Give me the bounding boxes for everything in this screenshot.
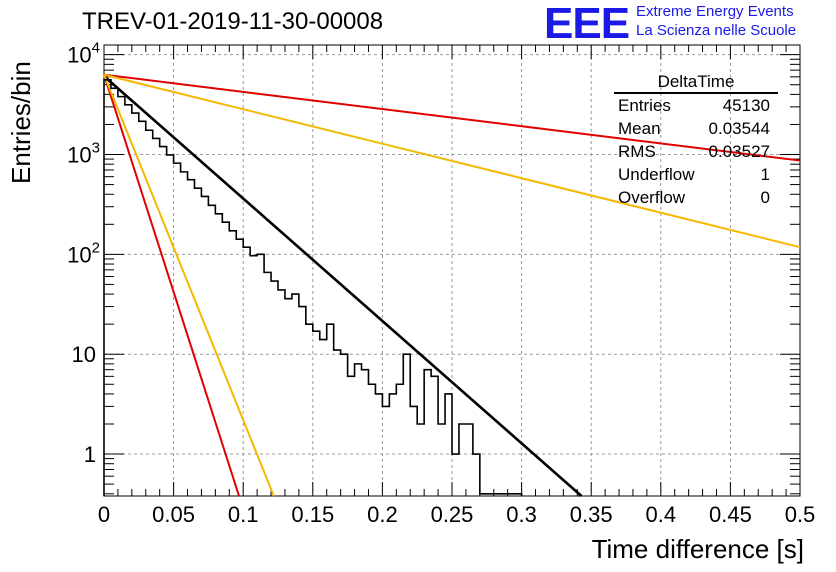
stats-title: DeltaTime bbox=[614, 72, 778, 94]
y-tick-label: 102 bbox=[67, 239, 100, 267]
axis-ticks bbox=[103, 45, 801, 496]
stats-row-mean: Mean 0.03544 bbox=[612, 117, 778, 140]
y-axis-label: Entries/bin bbox=[6, 61, 36, 184]
fit-line bbox=[103, 75, 583, 497]
stats-row-entries: Entries 45130 bbox=[612, 94, 778, 117]
histogram-outline bbox=[103, 79, 523, 496]
fit-curves bbox=[103, 73, 801, 497]
x-tick-label: 0.35 bbox=[570, 502, 613, 527]
y-tick-label: 10 bbox=[72, 342, 96, 367]
x-tick-label: 0.4 bbox=[646, 502, 677, 527]
x-tick-label: 0.5 bbox=[785, 502, 816, 527]
x-tick-label: 0 bbox=[98, 502, 110, 527]
y-tick-label: 1 bbox=[84, 442, 96, 467]
fit-line bbox=[103, 74, 240, 497]
stats-row-rms: RMS 0.03527 bbox=[612, 140, 778, 163]
stats-value: 1 bbox=[760, 165, 770, 184]
fit-line bbox=[103, 74, 275, 497]
stats-label: Mean bbox=[618, 119, 661, 138]
y-tick-label: 104 bbox=[67, 40, 100, 68]
x-axis-label: Time difference [s] bbox=[591, 534, 804, 564]
x-tick-label: 0.45 bbox=[709, 502, 752, 527]
stats-label: RMS bbox=[618, 142, 656, 161]
x-tick-label: 0.05 bbox=[152, 502, 195, 527]
logo-line-2: La Scienza nelle Scuole bbox=[636, 22, 797, 39]
stats-label: Overflow bbox=[618, 188, 686, 207]
stats-value: 0 bbox=[760, 188, 770, 207]
stats-value: 45130 bbox=[722, 96, 770, 115]
x-tick-label: 0.25 bbox=[431, 502, 474, 527]
x-tick-label: 0.3 bbox=[506, 502, 537, 527]
stats-box: DeltaTime Entries 45130 Mean 0.03544 RMS… bbox=[612, 72, 778, 209]
y-tick-label: 103 bbox=[67, 140, 100, 168]
stats-label: Underflow bbox=[618, 165, 695, 184]
fit-line bbox=[103, 73, 801, 249]
stats-label: Entries bbox=[618, 96, 671, 115]
stats-row-overflow: Overflow 0 bbox=[612, 186, 778, 209]
logo-line-1: Extreme Energy Events bbox=[636, 3, 794, 20]
y-tick-labels: 1 10 102 103 104 bbox=[67, 40, 100, 467]
chart-title: TREV-01-2019-11-30-00008 bbox=[82, 8, 384, 35]
histogram bbox=[103, 79, 523, 496]
stats-row-underflow: Underflow 1 bbox=[612, 163, 778, 186]
fit-line bbox=[103, 73, 801, 162]
x-tick-label: 0.15 bbox=[291, 502, 334, 527]
x-tick-label: 0.2 bbox=[367, 502, 398, 527]
x-tick-labels: 0 0.05 0.1 0.15 0.2 0.25 0.3 0.35 0.4 0.45 0.5 bbox=[98, 502, 815, 527]
x-tick-label: 0.1 bbox=[228, 502, 259, 527]
eee-logo: EEE bbox=[544, 0, 630, 48]
stats-value: 0.03544 bbox=[708, 119, 770, 138]
stats-value: 0.03527 bbox=[708, 142, 770, 161]
